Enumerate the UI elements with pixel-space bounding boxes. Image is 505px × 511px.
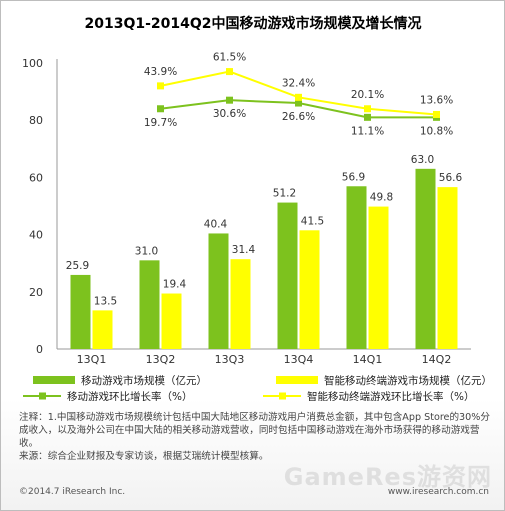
bar-value-label: 63.0	[411, 154, 434, 166]
legend-label: 移动游戏环比增长率（%）	[67, 390, 192, 401]
y-tick-label: 60	[29, 171, 43, 184]
x-tick-label: 14Q2	[422, 353, 452, 366]
chart-svg: 2013Q1-2014Q2中国移动游戏市场规模及增长情况 0 20 40 60 80 10…	[22, 15, 492, 401]
footer: ©2014.7 iResearch Inc. www.iresearch.com…	[19, 487, 489, 497]
x-tick-label: 13Q4	[284, 353, 314, 366]
copyright: ©2014.7 iResearch Inc.	[19, 487, 126, 497]
bar	[437, 187, 458, 349]
data-labels: 25.9 31.0 40.4 51.2 56.9 63.0 13.5 19.4 31.4 41.5…	[66, 52, 463, 308]
growth-lines	[157, 68, 440, 121]
website-link[interactable]: www.iresearch.com.cn	[387, 487, 489, 497]
bar	[70, 274, 91, 349]
line-point	[295, 93, 302, 101]
legend-swatch	[33, 376, 75, 384]
line-point	[226, 96, 233, 104]
bar-value-label: 40.4	[204, 218, 228, 230]
line-point	[226, 68, 233, 76]
line-point	[433, 110, 440, 118]
line-point	[295, 99, 302, 107]
growth-rate-label: 11.1%	[351, 125, 384, 137]
note-text: 注释：1.中国移动游戏市场规模统计包括中国大陆地区移动游戏用户消费总金额，其中包…	[19, 412, 490, 449]
watermark-logo: GameRes游资网	[283, 463, 492, 491]
x-tick-label: 13Q3	[215, 353, 245, 366]
bar	[346, 186, 367, 349]
x-tick-label: 14Q1	[353, 353, 383, 366]
bar-value-label: 49.8	[370, 192, 393, 204]
y-tick-label: 20	[29, 286, 43, 299]
bars	[70, 168, 458, 349]
line-point	[157, 82, 164, 90]
y-tick-label: 0	[36, 343, 43, 356]
line-point	[364, 105, 371, 113]
source-text: 来源：综合企业财报及专家访谈，根据艾瑞统计模型核算。	[19, 451, 269, 462]
bar	[277, 202, 298, 349]
bar	[208, 233, 229, 349]
growth-rate-label: 10.8%	[420, 125, 453, 137]
bar	[230, 259, 251, 349]
axes: 0 20 40 60 80 100 13Q1 13Q2 13Q3 13Q4 14Q1 14Q2	[22, 57, 471, 366]
bar-value-label: 13.5	[94, 295, 117, 307]
legend-label: 智能移动终端游戏市场规模（亿元）	[324, 374, 492, 387]
growth-rate-label: 13.6%	[420, 94, 453, 106]
bar-value-label: 56.6	[439, 172, 463, 184]
bar	[415, 168, 436, 349]
y-tick-label: 80	[29, 114, 43, 127]
growth-rate-label: 43.9%	[144, 66, 177, 78]
bar-value-label: 56.9	[342, 171, 365, 183]
chart-title: 2013Q1-2014Q2中国移动游戏市场规模及增长情况	[84, 15, 421, 32]
notes: 注释：1.中国移动游戏市场规模统计包括中国大陆地区移动游戏用户消费总金额，其中包…	[19, 411, 491, 463]
bar-value-label: 31.0	[135, 245, 158, 257]
line-point	[157, 105, 164, 113]
line-point	[364, 113, 371, 121]
bar-value-label: 51.2	[273, 188, 296, 200]
bar-value-label: 31.4	[232, 244, 256, 256]
bar	[161, 293, 182, 349]
bar-value-label: 25.9	[66, 260, 89, 272]
bar-value-label: 19.4	[163, 279, 187, 291]
bar-value-label: 41.5	[301, 215, 324, 227]
legend-label: 智能移动终端游戏环比增长率（%）	[307, 390, 474, 401]
x-tick-label: 13Q2	[146, 353, 176, 366]
bar	[368, 206, 389, 349]
legend-swatch	[276, 376, 318, 384]
legend-marker	[279, 392, 286, 400]
x-tick-label: 13Q1	[77, 353, 107, 366]
growth-rate-label: 32.4%	[282, 77, 315, 89]
legend-marker	[39, 392, 46, 400]
bar	[139, 260, 160, 349]
legend: 移动游戏市场规模（亿元） 智能移动终端游戏市场规模（亿元） 移动游戏环比增长率（%）…	[23, 374, 492, 401]
legend-label: 移动游戏市场规模（亿元）	[81, 374, 207, 387]
y-tick-label: 40	[29, 229, 43, 242]
y-tick-label: 100	[22, 57, 43, 70]
growth-rate-label: 26.6%	[282, 111, 315, 123]
growth-rate-label: 20.1%	[351, 89, 384, 101]
bar	[92, 310, 113, 349]
growth-rate-label: 61.5%	[213, 52, 246, 64]
growth-rate-label: 19.7%	[144, 117, 177, 129]
bar	[299, 230, 320, 349]
growth-rate-label: 30.6%	[213, 108, 246, 120]
